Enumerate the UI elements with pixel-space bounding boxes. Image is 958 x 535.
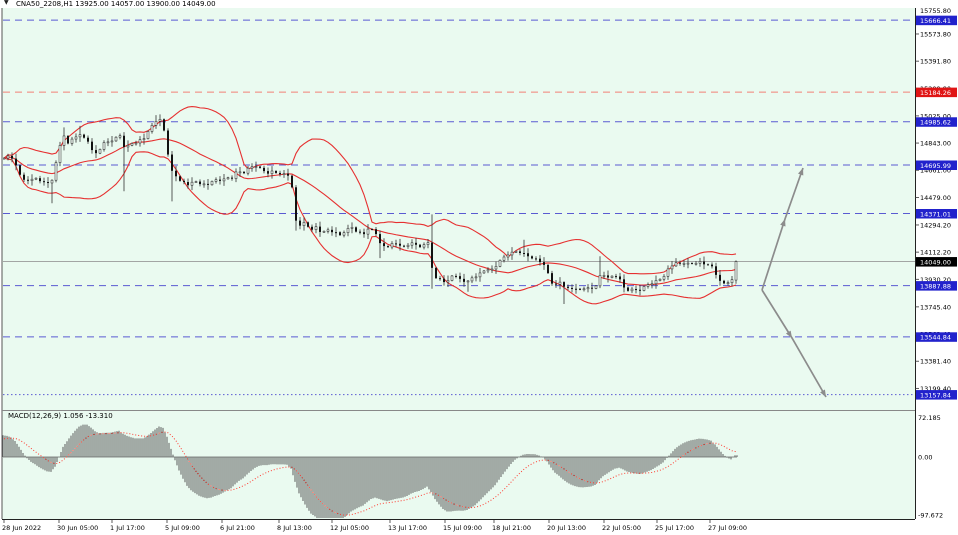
- time-tick-label: 22 Jul 05:00: [602, 524, 641, 532]
- bollinger-upper-band: [3, 105, 737, 275]
- chart-title: CNA50_2208,H1 13925.00 14057.00 13900.00…: [16, 0, 216, 8]
- bollinger-lower-band: [3, 151, 737, 305]
- chart-pane-background[interactable]: [2, 8, 915, 519]
- price-tick-label: 15755.80: [920, 7, 951, 15]
- macd-axis-label: -97.672: [918, 512, 943, 520]
- price-tick-label: 14112.20: [920, 249, 951, 257]
- price-tick-label: 14661.00: [920, 167, 951, 175]
- time-tick-label: 1 Jul 17:00: [110, 524, 145, 532]
- price-badge-blue: [916, 390, 957, 400]
- trend-arrow-down-head: [820, 389, 826, 397]
- price-badge-red: [916, 87, 957, 98]
- collapse-triangle-icon[interactable]: ▼: [4, 0, 9, 6]
- time-tick-label: 8 Jul 13:00: [277, 524, 312, 532]
- time-tick-label: 13 Jul 17:00: [388, 524, 427, 532]
- price-tick-label: 13199.40: [920, 385, 951, 393]
- price-badge-label: 14695.99: [920, 162, 951, 170]
- time-tick-label: 30 Jun 05:00: [57, 524, 98, 532]
- price-tick-label: 14843.00: [920, 140, 951, 148]
- price-badge-label: 14371.01: [920, 210, 951, 218]
- candlestick-series: [3, 114, 738, 304]
- price-badge-blue: [916, 160, 957, 170]
- macd-histogram: [2, 424, 738, 518]
- time-axis-background: [0, 520, 915, 535]
- price-tick-label: 13381.40: [920, 358, 951, 366]
- time-tick-label: 5 Jul 09:00: [165, 524, 200, 532]
- price-tick-label: 15025.00: [920, 112, 951, 120]
- price-badge-label: 13544.84: [920, 334, 951, 342]
- time-tick-label: 18 Jul 21:00: [492, 524, 531, 532]
- macd-indicator-label: MACD(12,26,9) 1.056 -13.310: [8, 412, 113, 420]
- price-badge-blue: [916, 209, 957, 219]
- price-badge-label: 14049.00: [920, 258, 951, 266]
- price-tick-label: 15391.80: [920, 58, 951, 66]
- bollinger-bands: [3, 105, 737, 305]
- trend-arrow-down-head: [785, 330, 792, 338]
- price-tick-label: 14479.00: [920, 194, 951, 202]
- price-tick-label: 15573.80: [920, 30, 951, 38]
- trend-arrow-up-head: [780, 219, 786, 227]
- price-badge-blue: [916, 117, 957, 127]
- time-tick-label: 25 Jul 17:00: [655, 524, 694, 532]
- price-badge-blue: [916, 281, 957, 291]
- price-tick-label: 13745.40: [920, 303, 951, 311]
- trend-arrow-up-head: [798, 168, 804, 176]
- price-badge-label: 13887.88: [920, 282, 951, 290]
- macd-axis-label: 0.00: [918, 454, 932, 462]
- price-tick-label: 13930.20: [920, 276, 951, 284]
- price-badge-label: 14985.62: [920, 119, 951, 127]
- time-tick-label: 20 Jul 13:00: [547, 524, 586, 532]
- price-badge-label: 13157.84: [920, 391, 951, 399]
- time-tick-label: 15 Jul 09:00: [443, 524, 482, 532]
- time-tick-label: 27 Jul 09:00: [708, 524, 747, 532]
- price-badge-blue: [916, 332, 957, 342]
- price-badge-blue: [916, 15, 957, 26]
- price-badge-label: 15666.41: [920, 17, 951, 25]
- time-tick-label: 12 Jul 05:00: [330, 524, 369, 532]
- time-tick-label: 6 Jul 21:00: [220, 524, 255, 532]
- time-tick-label: 28 Jun 2022: [2, 524, 41, 532]
- price-badge-black: [916, 257, 957, 267]
- bollinger-middle-band: [3, 138, 737, 286]
- price-tick-label: 14294.20: [920, 221, 951, 229]
- price-badge-label: 15184.26: [920, 89, 951, 97]
- chart-title-bar: ▼ CNA50_2208,H1 13925.00 14057.00 13900.…: [0, 0, 958, 8]
- macd-axis-label: 72.185: [918, 414, 941, 422]
